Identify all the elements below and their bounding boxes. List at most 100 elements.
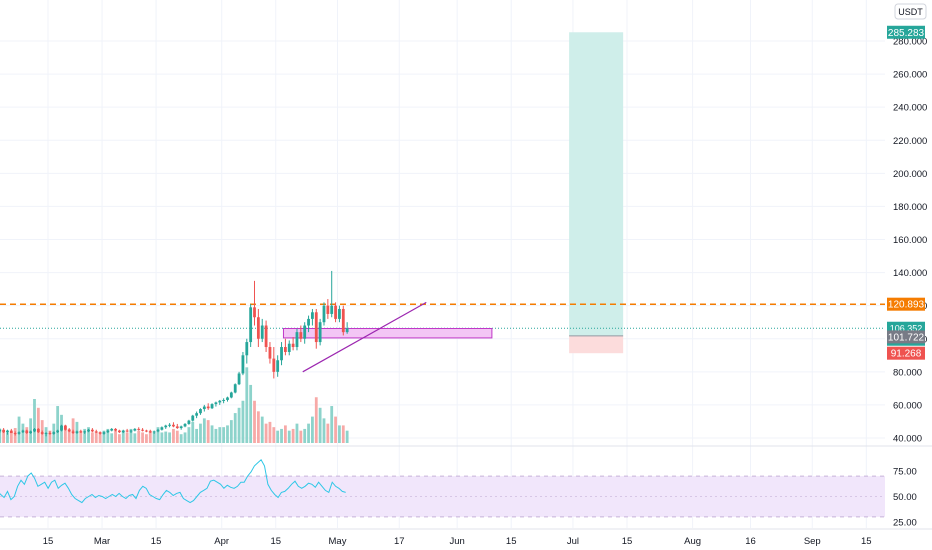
candle[interactable] <box>299 325 303 343</box>
candle[interactable] <box>295 328 299 351</box>
candle[interactable] <box>341 305 345 336</box>
candle[interactable] <box>206 403 210 410</box>
candle[interactable] <box>187 419 191 425</box>
candle[interactable] <box>106 429 110 434</box>
candle[interactable] <box>25 429 29 434</box>
candle[interactable] <box>90 428 94 433</box>
candle[interactable] <box>121 429 125 434</box>
candle[interactable] <box>334 302 337 323</box>
candle[interactable] <box>287 340 291 356</box>
candle[interactable] <box>314 308 318 349</box>
candle[interactable] <box>137 427 141 431</box>
candle[interactable] <box>172 422 175 428</box>
candle[interactable] <box>67 428 71 433</box>
long-position-stop-zone[interactable] <box>569 335 624 354</box>
time-axis[interactable]: 15 Mar 15 Apr 15 May 17 Jun 15 Jul 15 Aug 16 Sep 15 <box>43 536 872 547</box>
candle[interactable] <box>338 305 341 323</box>
candle[interactable] <box>0 428 2 434</box>
candle[interactable] <box>175 423 179 429</box>
candle[interactable] <box>75 430 79 434</box>
candle[interactable] <box>245 338 249 364</box>
candle[interactable] <box>133 428 137 432</box>
candle[interactable] <box>141 428 144 432</box>
candle[interactable] <box>183 423 187 428</box>
candle[interactable] <box>83 430 87 434</box>
candle[interactable] <box>233 383 237 394</box>
candle[interactable] <box>311 308 314 326</box>
candle[interactable] <box>102 431 106 435</box>
candle[interactable] <box>29 430 33 434</box>
candle[interactable] <box>191 414 195 422</box>
candle[interactable] <box>318 318 322 346</box>
candle[interactable] <box>21 429 25 434</box>
candle[interactable] <box>148 429 152 434</box>
candle[interactable] <box>303 322 307 344</box>
candle[interactable] <box>60 424 63 432</box>
candle[interactable] <box>276 355 280 377</box>
candle[interactable] <box>129 429 133 434</box>
candle[interactable] <box>114 428 117 432</box>
candle[interactable] <box>222 398 226 404</box>
candle[interactable] <box>210 403 214 410</box>
candle[interactable] <box>260 318 264 343</box>
candle[interactable] <box>156 428 160 433</box>
candle[interactable] <box>13 431 17 436</box>
long-position-target-zone[interactable] <box>569 32 624 336</box>
candle[interactable] <box>56 429 60 434</box>
candle[interactable] <box>179 425 183 430</box>
candle[interactable] <box>229 391 233 399</box>
candle[interactable] <box>168 423 171 428</box>
candle[interactable] <box>17 431 21 435</box>
candle[interactable] <box>44 432 48 437</box>
candle[interactable] <box>98 431 102 435</box>
candle[interactable] <box>6 429 9 435</box>
candle[interactable] <box>160 426 164 431</box>
candle[interactable] <box>241 351 245 376</box>
candle[interactable] <box>268 342 272 364</box>
candle[interactable] <box>237 371 241 386</box>
candle[interactable] <box>94 429 98 434</box>
ascending-trendline[interactable] <box>302 301 427 373</box>
candle[interactable] <box>125 428 129 433</box>
candle[interactable] <box>164 424 168 429</box>
candle[interactable] <box>199 408 202 415</box>
candle[interactable] <box>272 347 276 379</box>
candle[interactable] <box>110 428 114 432</box>
candle[interactable] <box>152 430 156 434</box>
candle[interactable] <box>118 429 121 434</box>
candle[interactable] <box>79 429 83 434</box>
candle[interactable] <box>52 431 56 435</box>
candle[interactable] <box>226 396 229 402</box>
candle[interactable] <box>280 342 283 366</box>
rsi-line[interactable] <box>0 459 346 504</box>
candle[interactable] <box>9 428 13 434</box>
candle[interactable] <box>63 424 67 431</box>
candle[interactable] <box>202 404 206 412</box>
candle[interactable] <box>33 428 36 433</box>
candle[interactable] <box>322 302 326 326</box>
candle[interactable] <box>249 304 253 348</box>
candle[interactable] <box>48 431 52 435</box>
candle[interactable] <box>214 401 218 407</box>
candle[interactable] <box>40 430 44 435</box>
currency-badge[interactable] <box>894 3 927 20</box>
candle[interactable] <box>307 315 310 333</box>
candle[interactable] <box>253 280 256 326</box>
candle[interactable] <box>36 428 40 434</box>
candle[interactable] <box>71 429 75 434</box>
price-axis[interactable]: 40.00060.00080.000100.000120.000140.0001… <box>893 3 927 445</box>
candle[interactable] <box>330 270 334 318</box>
candle[interactable] <box>145 429 148 433</box>
candle[interactable] <box>218 399 222 405</box>
candle[interactable] <box>345 322 349 334</box>
candle[interactable] <box>291 337 295 351</box>
candle[interactable] <box>283 338 287 356</box>
candle[interactable] <box>87 428 90 433</box>
demand-zone-rectangle[interactable] <box>282 327 493 339</box>
candle[interactable] <box>326 299 330 319</box>
candle[interactable] <box>2 428 6 434</box>
candle[interactable] <box>195 411 199 419</box>
candle[interactable] <box>264 320 268 352</box>
